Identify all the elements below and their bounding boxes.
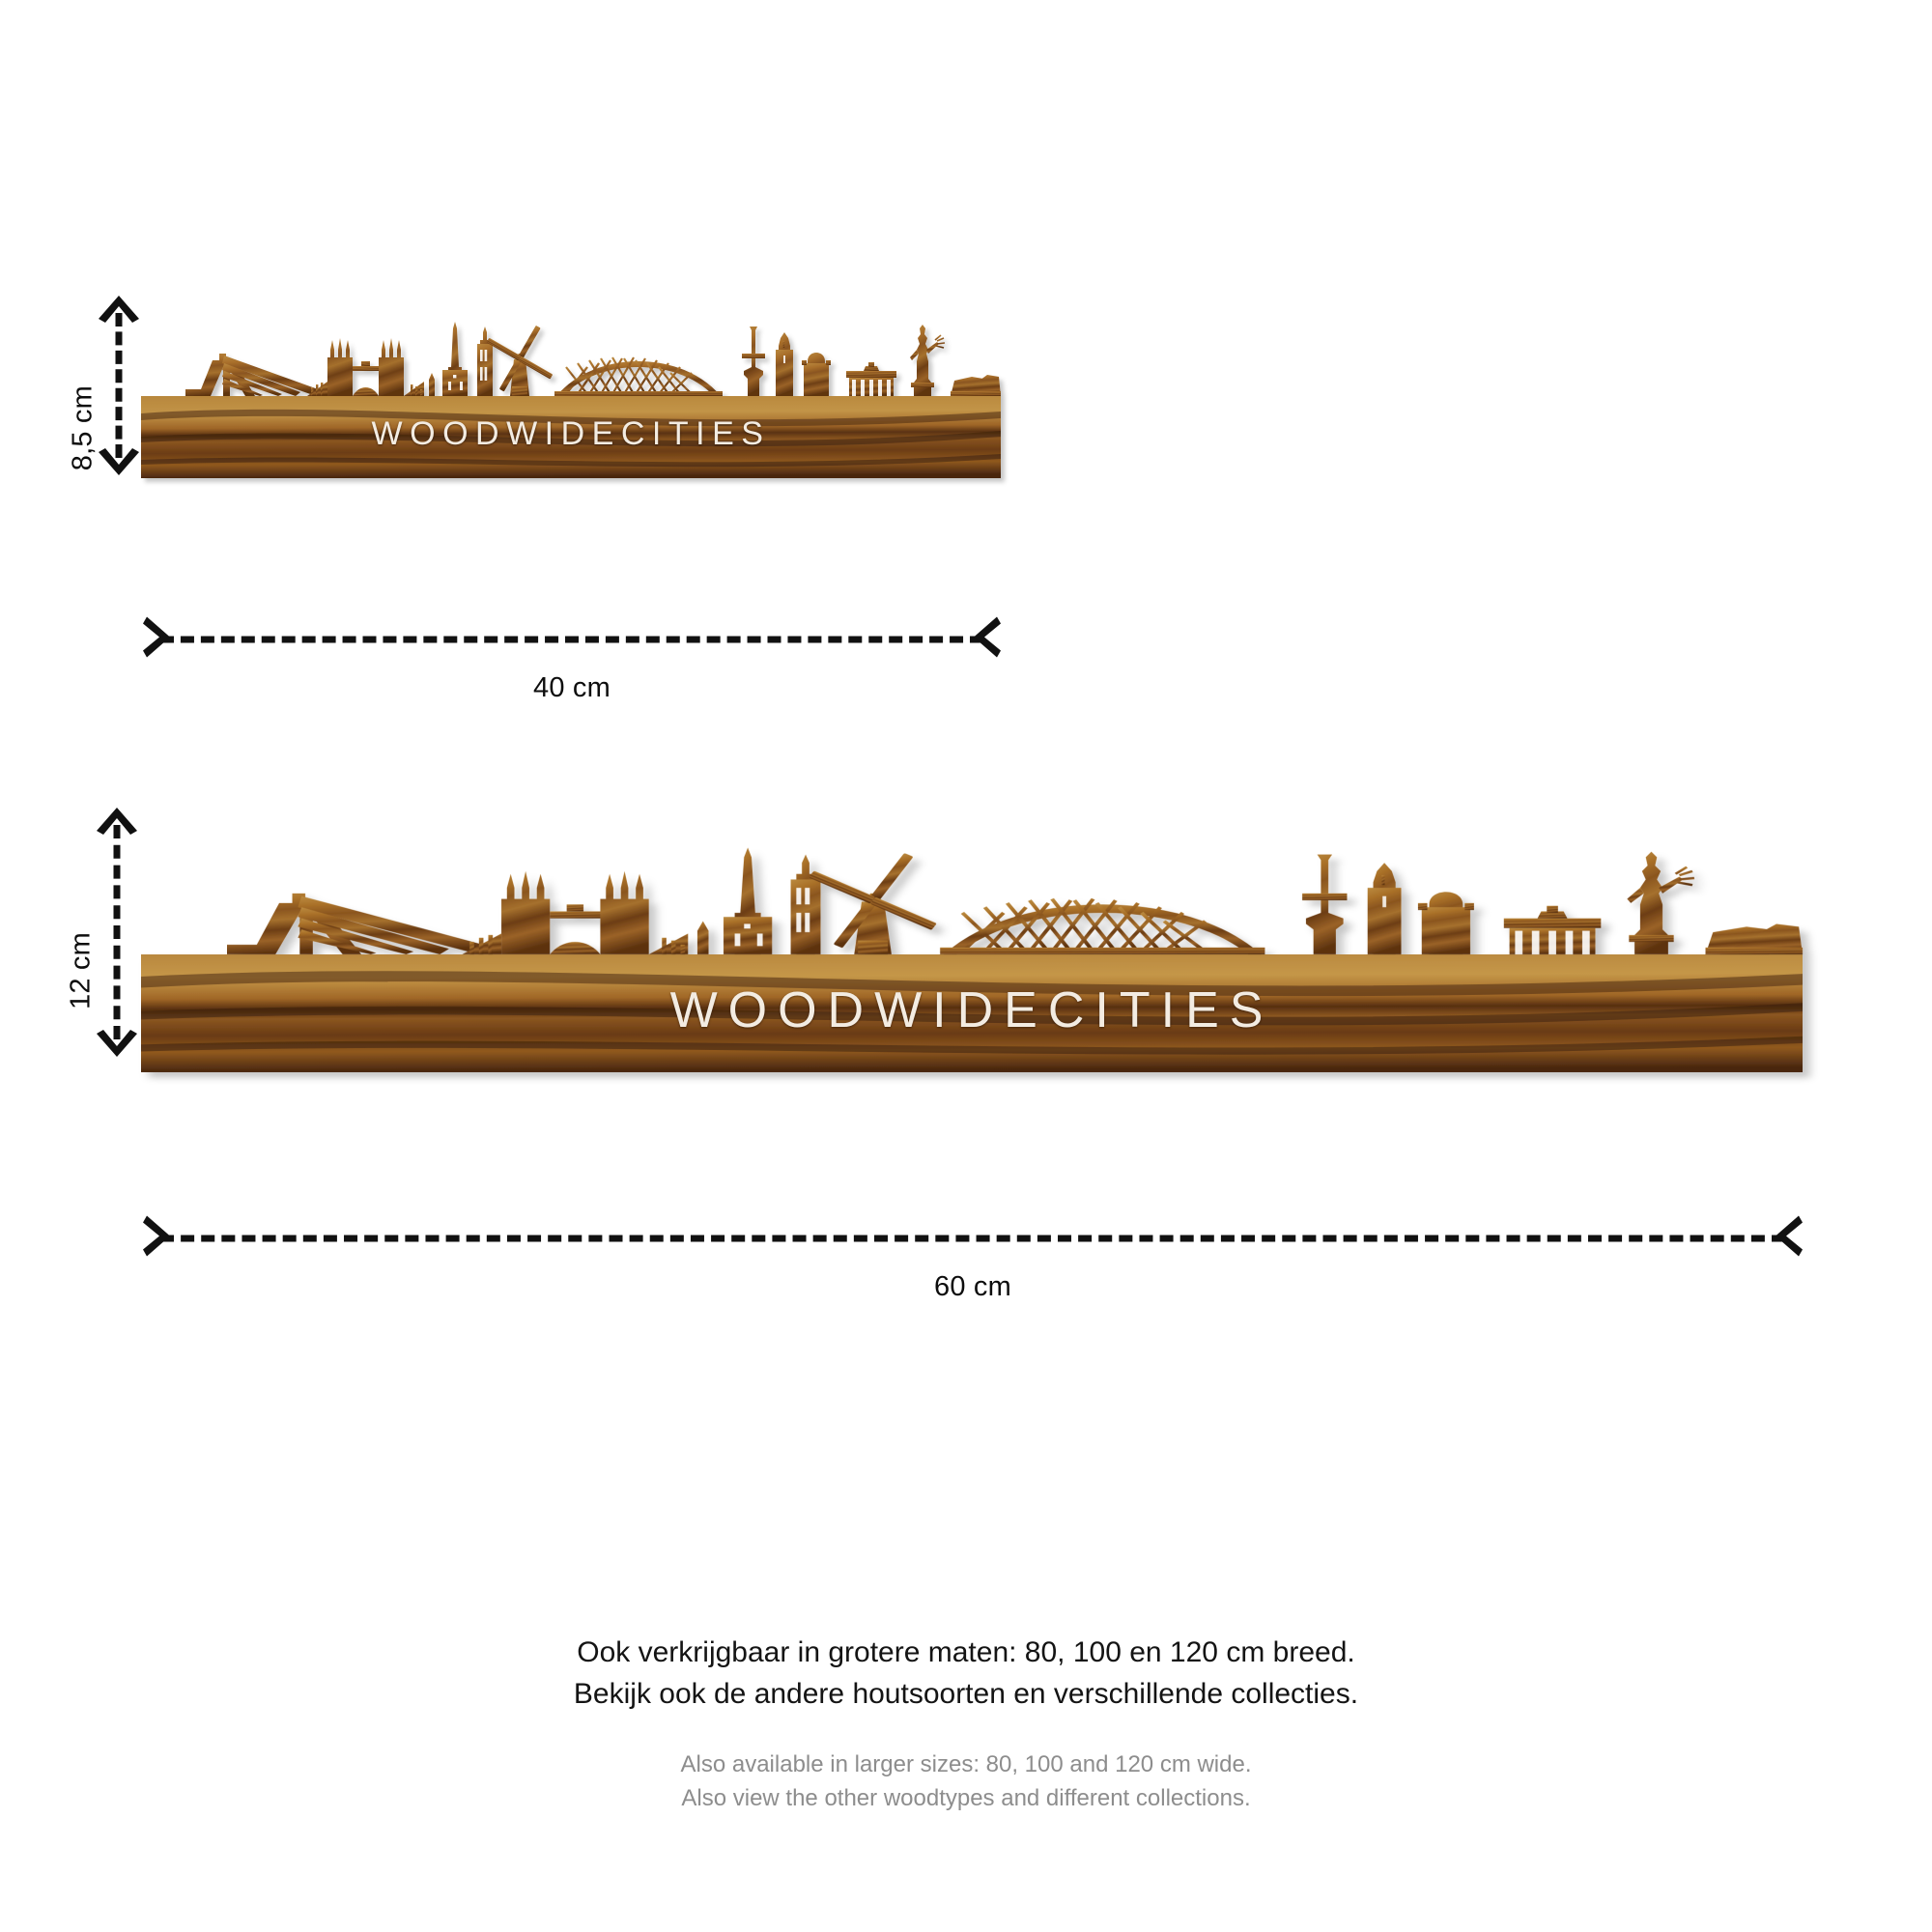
height-label-small: 8,5 cm [67, 385, 99, 471]
height-label-large: 12 cm [65, 932, 97, 1009]
footer-en-line2: Also view the other woodtypes and differ… [681, 1785, 1251, 1812]
width-label-large: 60 cm [934, 1271, 1011, 1302]
height-dimension-large: 12 cm [66, 808, 139, 1057]
footer-nl-line2: Bekijk ook de andere houtsoorten en vers… [573, 1677, 1359, 1710]
skyline-product-large: WOODWIDECITIES [141, 802, 1803, 1072]
height-dimension-small: 8,5 cm [68, 296, 141, 475]
arrow-right-icon [1774, 1214, 1803, 1264]
arrow-down-icon [95, 1030, 139, 1059]
footer-spacer [0, 1715, 1932, 1747]
dimension-line [113, 825, 121, 1039]
arrow-left-icon [143, 615, 172, 665]
width-dimension-small: 40 cm [143, 616, 1001, 703]
arrow-right-icon [972, 615, 1001, 665]
arrow-up-icon [95, 806, 139, 835]
footer-note: Ook verkrijgbaar in grotere maten: 80, 1… [0, 1633, 1932, 1815]
arrow-left-icon [143, 1214, 172, 1264]
skyline-product-small: WOODWIDECITIES [141, 290, 1001, 478]
width-label-small: 40 cm [533, 672, 611, 703]
arrow-down-icon [97, 448, 141, 477]
footer-en-line1: Also available in larger sizes: 80, 100 … [680, 1751, 1252, 1778]
arrow-up-icon [97, 294, 141, 323]
dimension-line [115, 313, 123, 458]
dimension-line [160, 636, 983, 643]
footer-nl-line1: Ook verkrijgbaar in grotere maten: 80, 1… [577, 1636, 1355, 1668]
dimension-line [160, 1235, 1785, 1242]
width-dimension-large: 60 cm [143, 1215, 1803, 1302]
